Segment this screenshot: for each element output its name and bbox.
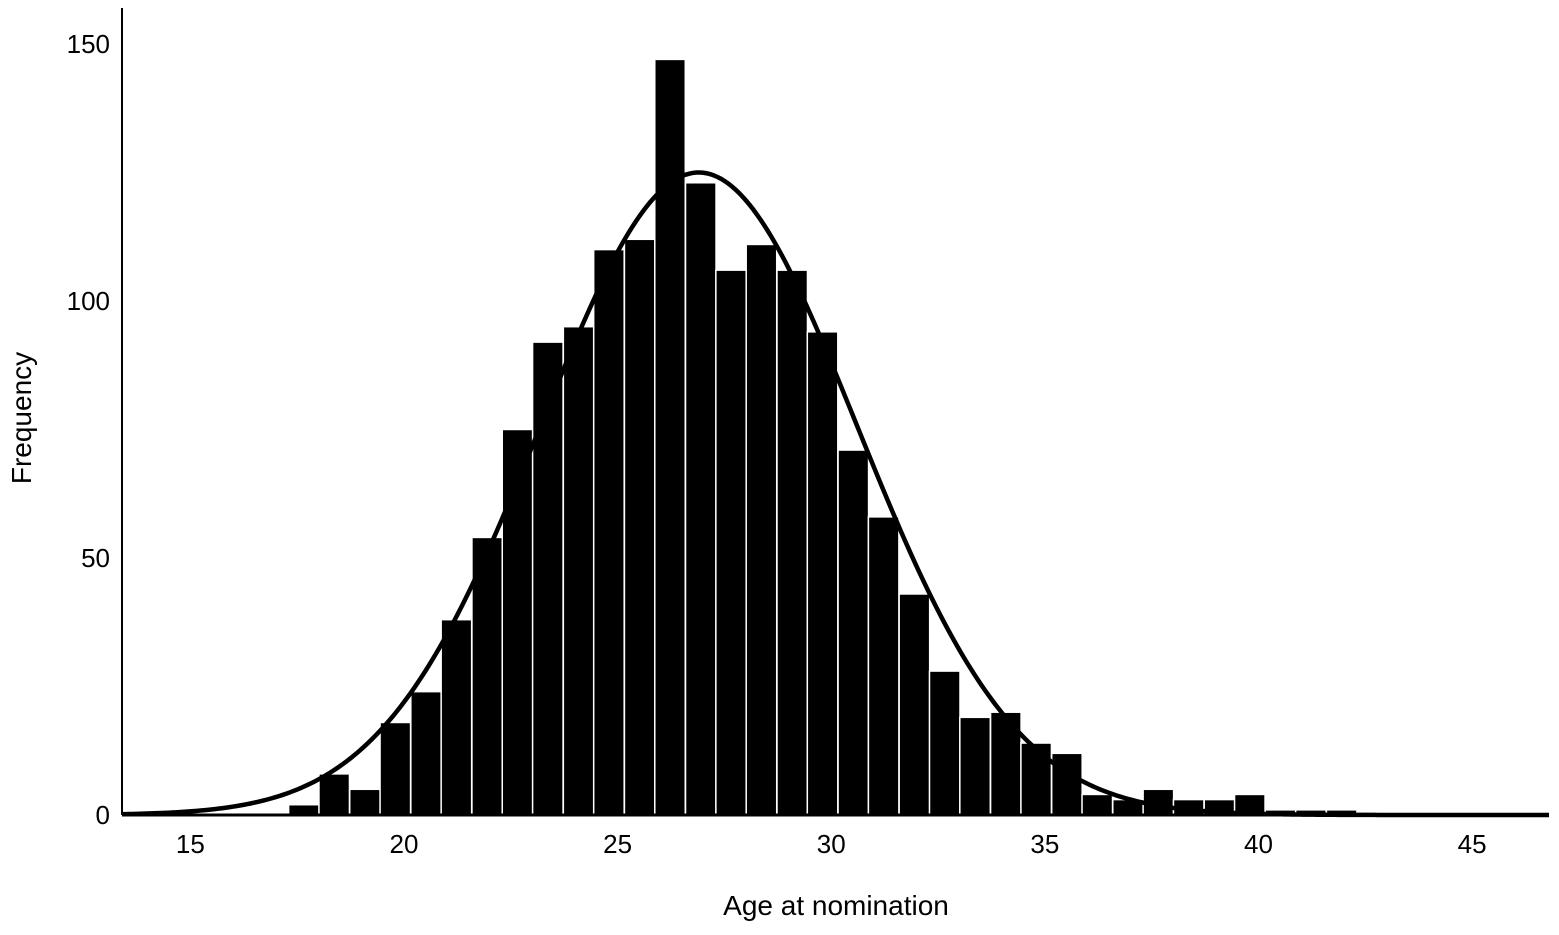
histogram-bar-21	[928, 670, 961, 816]
histogram-bar-11	[623, 238, 656, 816]
axes-layer	[121, 8, 1549, 817]
x-tick-label-45: 45	[1458, 829, 1487, 859]
x-tick-label-25: 25	[603, 829, 632, 859]
y-axis-title: Frequency	[6, 352, 37, 484]
histogram-bar-2	[348, 788, 381, 816]
y-tick-label-50: 50	[81, 543, 110, 573]
histogram-bar-15	[745, 243, 778, 816]
histogram-bar-16	[776, 269, 809, 816]
histogram-bar-9	[562, 325, 595, 816]
histogram-bar-4	[410, 690, 443, 816]
histogram-bar-19	[867, 516, 900, 816]
y-tick-label-100: 100	[67, 286, 110, 316]
histogram-bar-24	[1020, 742, 1053, 816]
histogram-bar-1	[318, 773, 351, 816]
y-tick-label-150: 150	[67, 29, 110, 59]
x-tick-label-30: 30	[817, 829, 846, 859]
x-tick-label-40: 40	[1244, 829, 1273, 859]
histogram-bar-0	[287, 803, 320, 816]
x-tick-label-15: 15	[176, 829, 205, 859]
x-tick-label-20: 20	[390, 829, 419, 859]
x-tick-label-35: 35	[1030, 829, 1059, 859]
histogram-bar-6	[471, 536, 504, 816]
x-axis-title: Age at nomination	[723, 890, 949, 921]
histogram-bar-14	[715, 269, 748, 816]
bars-layer	[287, 58, 1358, 816]
histogram-bar-12	[654, 58, 687, 816]
histogram-bar-18	[837, 449, 870, 816]
ticks-layer: 15 20 25 30 35 40 45 0 50 100 150	[67, 29, 1487, 859]
histogram-bar-5	[440, 618, 473, 816]
histogram-bar-17	[806, 331, 839, 816]
histogram-bar-13	[684, 182, 717, 816]
histogram-bar-10	[592, 248, 625, 816]
histogram-bar-20	[898, 593, 931, 816]
histogram-bar-7	[501, 428, 534, 816]
histogram-bar-26	[1081, 793, 1114, 816]
y-tick-label-0: 0	[96, 800, 110, 830]
histogram-bar-22	[959, 716, 992, 816]
histogram-bar-3	[379, 721, 412, 816]
